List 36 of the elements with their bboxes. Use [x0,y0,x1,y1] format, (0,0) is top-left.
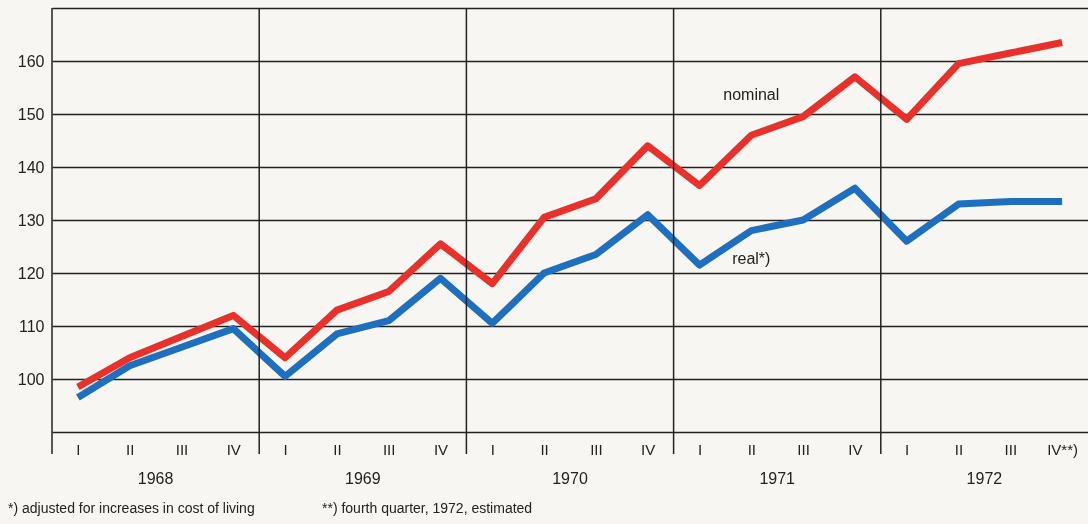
x-tick-label: I [76,440,81,458]
x-tick-label: II [747,440,756,458]
text: *) adjusted for increases in cost of living [8,500,255,516]
y-tick-label: 120 [17,264,45,282]
text: **) fourth quarter, 1972, estimated [322,500,533,516]
y-tick-label: 110 [18,317,45,335]
x-tick-label: III [175,440,189,458]
y-tick-label: 160 [17,52,45,70]
x-tick-label: I [490,440,495,458]
x-tick-label: II [954,440,964,458]
y-tick-label: 100 [17,370,45,388]
x-tick-label: I [697,440,703,458]
series-label: real*) [732,249,771,267]
y-tick-label: 150 [17,105,45,123]
x-tick-label: IV [433,440,449,458]
x-tick-label: III [1004,440,1018,458]
text: 1970 [552,470,588,487]
y-tick-label: 130 [17,211,45,229]
x-tick-label: II [126,440,135,458]
x-tick-label: IV**) [1047,440,1079,458]
series-label: nominal [723,86,780,104]
x-tick-label: IV [641,440,656,458]
x-tick-label: IV [848,440,863,458]
x-tick-label: II [540,440,549,458]
x-tick-label: II [333,440,342,458]
text: 1968 [137,470,174,487]
x-tick-label: III [797,440,810,458]
x-tick-label: I [283,440,288,458]
text: 1972 [966,470,1003,487]
x-tick-label: III [382,440,396,458]
y-tick-label: 140 [17,158,45,176]
text: 1969 [345,470,381,487]
x-tick-label: I [905,440,910,458]
text: 1971 [759,470,796,487]
x-tick-label: III [590,440,603,458]
x-tick-label: IV [226,440,241,458]
